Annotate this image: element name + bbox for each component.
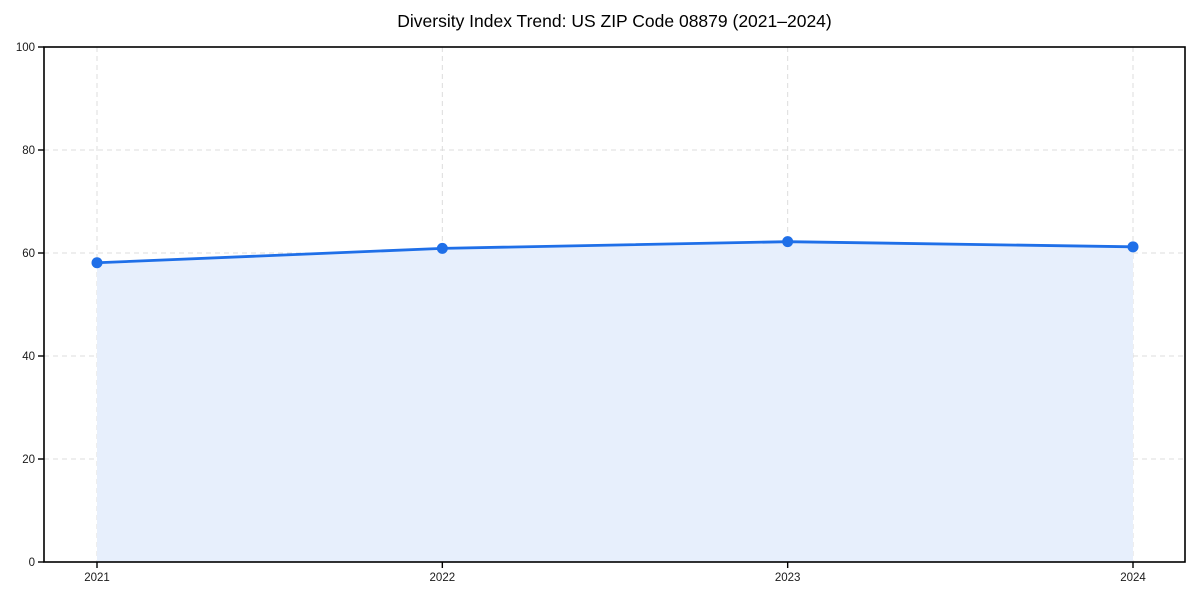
- data-point-2023: [782, 236, 794, 248]
- trend-line: [95, 240, 1135, 265]
- area-layer: [97, 241, 1133, 563]
- ytick-label-40: 40: [22, 351, 35, 363]
- line-layer: [95, 240, 1135, 265]
- ytick-label-20: 20: [22, 454, 35, 466]
- ytick-label-0: 0: [29, 557, 35, 569]
- data-point-2024: [1127, 241, 1139, 253]
- xtick-label-2023: 2023: [775, 572, 801, 584]
- chart-title: Diversity Index Trend: US ZIP Code 08879…: [397, 11, 832, 31]
- data-point-2021: [91, 257, 103, 269]
- xtick-label-2021: 2021: [84, 572, 110, 584]
- xtick-label-2024: 2024: [1120, 572, 1146, 584]
- ytick-label-100: 100: [16, 42, 35, 54]
- data-point-2022: [436, 242, 448, 254]
- plot-frame: [43, 46, 1186, 563]
- tick-labels-layer: 0 20 40 60 80 100 2021 2022 2023 2024: [16, 42, 1147, 584]
- axes-layer: [38, 46, 1186, 568]
- area-fill: [97, 241, 1133, 563]
- xtick-label-2022: 2022: [430, 572, 456, 584]
- ytick-label-80: 80: [22, 145, 35, 157]
- markers-layer: [91, 236, 1139, 269]
- ytick-label-60: 60: [22, 248, 35, 260]
